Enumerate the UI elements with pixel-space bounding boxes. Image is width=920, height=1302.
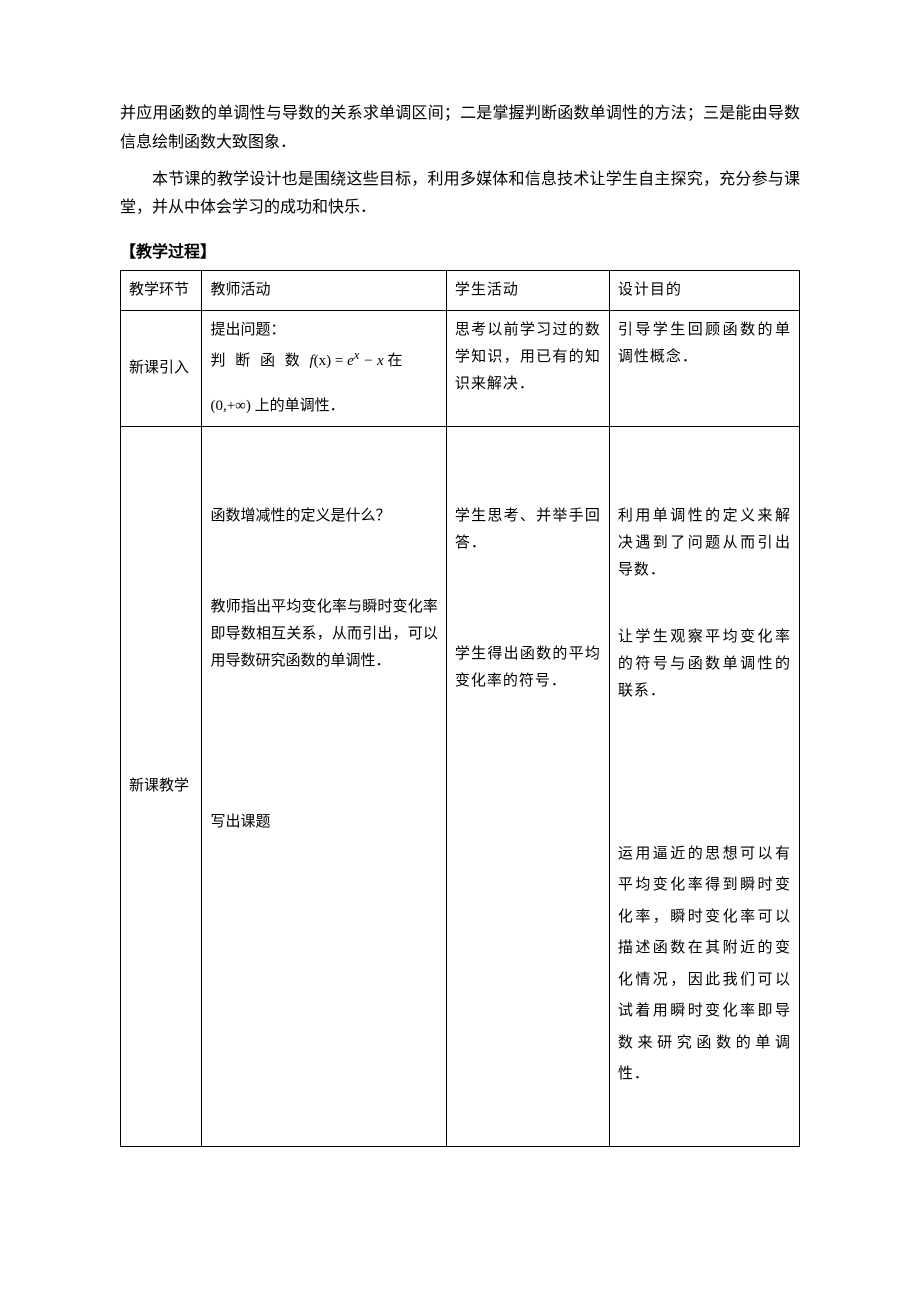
teacher-teaching: 函数增减性的定义是什么？ 教师指出平均变化率与瞬时变化率即导数相互关系，从而引出… xyxy=(202,426,446,1146)
section-title: 【教学过程】 xyxy=(120,239,800,268)
table-row: 新课引入 提出问题： 判 断 函 数 f(x) = ex − x 在 (0,+∞… xyxy=(121,310,800,426)
teacher-line2: 判 断 函 数 f(x) = ex − x 在 xyxy=(210,344,437,375)
teacher-intro: 提出问题： 判 断 函 数 f(x) = ex − x 在 (0,+∞) 上的单… xyxy=(202,310,446,426)
purp-block-2: 让学生观察平均变化率的符号与函数单调性的联系． xyxy=(618,624,791,729)
formula: f(x) = ex − x xyxy=(309,353,383,369)
stud-block-2: 学生得出函数的平均变化率的符号． xyxy=(455,641,601,719)
stage-intro: 新课引入 xyxy=(121,310,202,426)
teacher-line2-prefix: 判 断 函 数 xyxy=(210,353,309,369)
teach-block-3: 写出课题 xyxy=(210,809,437,860)
teacher-line2-suffix: 在 xyxy=(384,353,403,369)
teach-block-2: 教师指出平均变化率与瞬时变化率即导数相互关系，从而引出，可以用导数研究函数的单调… xyxy=(210,594,437,699)
teaching-process-table: 教学环节 教师活动 学生活动 设计目的 新课引入 提出问题： 判 断 函 数 f… xyxy=(120,270,800,1147)
purpose-teaching: 利用单调性的定义来解决遇到了问题从而引出导数． 让学生观察平均变化率的符号与函数… xyxy=(609,426,799,1146)
purpose-intro: 引导学生回顾函数的单调性概念． xyxy=(609,310,799,426)
stud-block-1: 学生思考、并举手回答． xyxy=(455,503,601,581)
header-purpose: 设计目的 xyxy=(609,270,799,310)
teacher-line3-suffix: 上的单调性． xyxy=(251,398,345,414)
student-teaching: 学生思考、并举手回答． 学生得出函数的平均变化率的符号． xyxy=(446,426,609,1146)
purp-block-3: 运用逼近的思想可以有平均变化率得到瞬时变化率，瞬时变化率可以描述函数在其附近的变… xyxy=(618,839,791,1091)
intro-p2: 本节课的教学设计也是围绕这些目标，利用多媒体和信息技术让学生自主探究，充分参与课… xyxy=(120,166,800,224)
interval: (0,+∞) xyxy=(210,398,250,414)
teach-block-1: 函数增减性的定义是什么？ xyxy=(210,503,437,554)
teacher-line3: (0,+∞) 上的单调性． xyxy=(210,393,437,420)
intro-p1: 并应用函数的单调性与导数的关系求单调区间；二是掌握判断函数单调性的方法；三是能由… xyxy=(120,100,800,158)
header-student: 学生活动 xyxy=(446,270,609,310)
table-header-row: 教学环节 教师活动 学生活动 设计目的 xyxy=(121,270,800,310)
purp-block-1: 利用单调性的定义来解决遇到了问题从而引出导数． xyxy=(618,503,791,608)
header-stage: 教学环节 xyxy=(121,270,202,310)
student-intro: 思考以前学习过的数学知识，用已有的知识来解决． xyxy=(446,310,609,426)
header-teacher: 教师活动 xyxy=(202,270,446,310)
teacher-line1: 提出问题： xyxy=(210,317,437,344)
stage-teaching: 新课教学 xyxy=(121,426,202,1146)
table-row: 新课教学 函数增减性的定义是什么？ 教师指出平均变化率与瞬时变化率即导数相互关系… xyxy=(121,426,800,1146)
intro-paragraphs: 并应用函数的单调性与导数的关系求单调区间；二是掌握判断函数单调性的方法；三是能由… xyxy=(120,100,800,223)
